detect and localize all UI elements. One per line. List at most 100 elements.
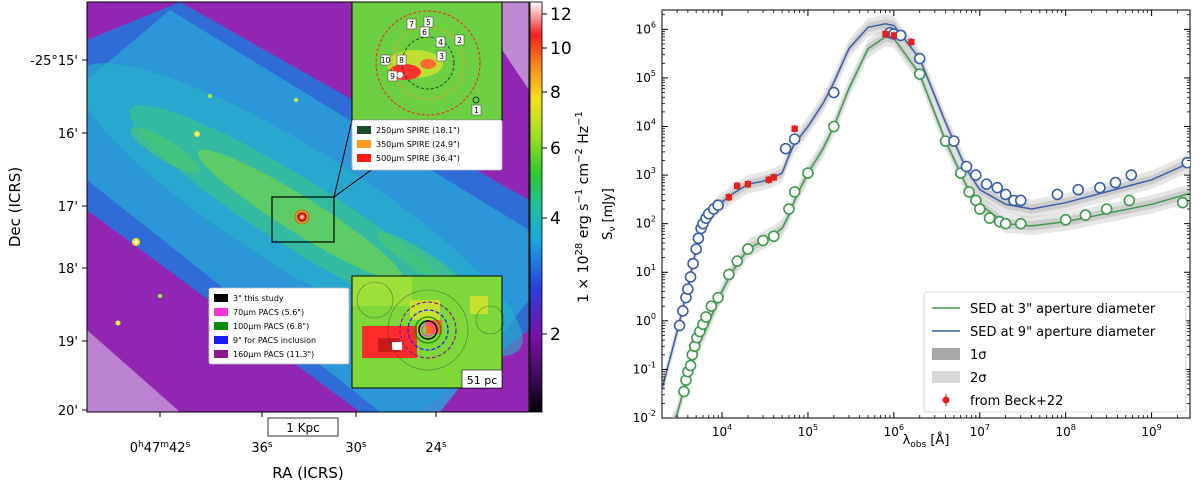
sed-point-3arcsec xyxy=(742,243,754,255)
region-number-box xyxy=(380,54,391,66)
sed-point-3arcsec xyxy=(1123,194,1136,207)
dec-tick-label: 19' xyxy=(58,335,78,350)
legend-label: 250µm SPIRE (18.1") xyxy=(376,126,460,135)
sed-y-tick-label: 102 xyxy=(636,215,656,231)
colorbar-label: 1 × 1028 erg s−1 cm−2 Hz−1 xyxy=(574,111,592,303)
region-number: 7 xyxy=(409,20,414,29)
sed-point-9arcsec xyxy=(1109,176,1122,189)
dec-tick-label: -25°15' xyxy=(30,54,78,69)
sed-point-3arcsec xyxy=(712,291,724,304)
region-number-box xyxy=(471,104,482,116)
colorbar-tick-label: 4 xyxy=(550,209,561,229)
sed-legend-label: 1σ xyxy=(970,348,987,363)
region-number-box xyxy=(435,36,446,48)
sed-point-3arcsec xyxy=(783,203,795,215)
dec-axis-label: Dec (ICRS) xyxy=(6,167,24,247)
legend-swatch xyxy=(214,322,228,330)
sed-x-tick-label: 109 xyxy=(1141,423,1161,439)
sed-point-3arcsec xyxy=(757,234,769,247)
sed-point-9arcsec xyxy=(1051,188,1064,201)
scale-bar-label: 1 Kpc xyxy=(286,421,320,435)
legend-swatch xyxy=(214,336,228,344)
sed-x-tick-label: 108 xyxy=(1055,423,1075,439)
sed-x-tick-label: 106 xyxy=(884,423,904,439)
sed-point-9arcsec xyxy=(894,29,907,42)
region-number: 1 xyxy=(474,106,479,115)
beck22-point xyxy=(882,30,889,38)
sed-point-3arcsec xyxy=(828,120,840,133)
sed-point-9arcsec xyxy=(788,133,801,145)
region-number: 8 xyxy=(399,56,404,65)
sed-2sigma-band xyxy=(662,14,1190,398)
sed-point-9arcsec xyxy=(712,199,724,211)
sed-point-9arcsec xyxy=(828,86,840,99)
colorbar-tick-label: 6 xyxy=(550,139,561,159)
legend-patch-swatch xyxy=(932,348,960,360)
legend-point-swatch xyxy=(942,396,950,404)
sed-point-3arcsec xyxy=(1100,203,1113,215)
legend-patch-swatch xyxy=(932,371,960,383)
region-number: 10 xyxy=(381,56,391,65)
region-number-box xyxy=(406,18,417,30)
sed-point-3arcsec xyxy=(731,255,743,267)
sed-point-9arcsec xyxy=(1181,156,1190,169)
sed-legend-label: 2σ xyxy=(970,371,987,386)
ra-tick-label: 30s xyxy=(345,440,367,456)
sed-x-axis-label: λobs [Å] xyxy=(903,432,950,450)
dec-tick-label: 20' xyxy=(58,404,78,419)
colorbar-tick-label: 10 xyxy=(550,39,572,59)
sed-point-9arcsec xyxy=(999,188,1012,201)
sed-plot-panel: 104 105 106 107 108 109 10-2 10-1 100 101 102 103 10… xyxy=(601,9,1191,450)
sed-point-3arcsec xyxy=(788,186,801,198)
legend-swatch xyxy=(357,154,371,162)
region-number-box xyxy=(419,26,430,38)
region-number: 4 xyxy=(438,38,443,47)
sed-x-tick-label: 105 xyxy=(798,423,818,439)
sed-point-9arcsec xyxy=(684,271,697,283)
region-number: 5 xyxy=(426,18,431,27)
sed-point-3arcsec xyxy=(999,217,1012,230)
sed-point-9arcsec xyxy=(960,160,973,173)
sed-point-9arcsec xyxy=(1094,181,1106,194)
sed-axis-ticks: 104 105 106 107 108 109 10-2 10-1 100 101 102 103 10… xyxy=(633,10,1190,439)
legend-swatch xyxy=(214,350,228,358)
legend-swatch xyxy=(357,126,371,134)
sed-point-9arcsec xyxy=(692,232,705,245)
sed-point-9arcsec xyxy=(677,305,689,317)
sed-point-3arcsec xyxy=(802,167,814,179)
sed-point-3arcsec xyxy=(723,268,735,281)
beck22-point xyxy=(890,32,898,39)
sed-uncertainty-bands xyxy=(662,14,1190,418)
legend-label: 3" this study xyxy=(233,294,284,303)
sed-y-tick-label: 10-2 xyxy=(633,409,656,425)
sed-point-3arcsec xyxy=(983,212,996,224)
sed-point-9arcsec xyxy=(948,135,960,147)
beck22-point xyxy=(744,180,752,188)
region-number-box xyxy=(454,34,465,46)
sed-x-tick-label: 107 xyxy=(970,423,990,439)
sed-point-3arcsec xyxy=(767,230,780,243)
sed-point-3arcsec xyxy=(1059,214,1072,226)
region-number-box xyxy=(387,70,398,82)
legend-swatch xyxy=(357,140,371,148)
sed-point-9arcsec xyxy=(1072,183,1085,196)
sed-y-tick-label: 100 xyxy=(636,312,656,328)
sed-point-9arcsec xyxy=(1125,169,1138,181)
region-number: 3 xyxy=(439,52,444,61)
sed-point-9arcsec xyxy=(913,52,926,65)
scale-bar: 1 Kpc xyxy=(267,417,339,437)
legend-label: 70µm PACS (5.6") xyxy=(233,308,304,317)
legend-label: 100µm PACS (6.8") xyxy=(233,322,309,331)
sed-point-3arcsec xyxy=(705,300,718,313)
sed-point-3arcsec xyxy=(1176,196,1189,209)
sed-point-9arcsec xyxy=(980,178,993,190)
beck22-point xyxy=(765,176,772,183)
region-number: 2 xyxy=(457,36,462,45)
top-inset: 1 2 3 4 567 89 10 xyxy=(351,1,503,121)
sed-point-9arcsec xyxy=(991,181,1004,194)
legend-label: 160µm PACS (11.3") xyxy=(233,350,314,359)
sed-point-3arcsec xyxy=(700,311,712,323)
sed-point-3arcsec xyxy=(973,203,986,215)
